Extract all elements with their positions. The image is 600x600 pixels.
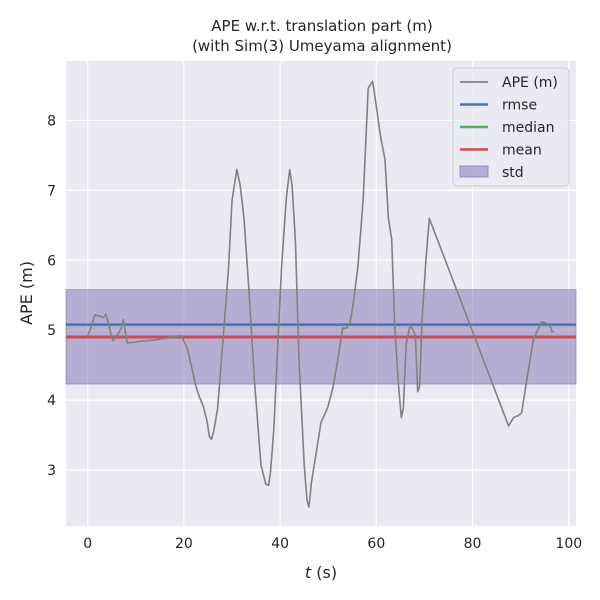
x-tick-label: 20 <box>175 536 193 552</box>
x-tick-labels: 0 20 40 60 80 100 <box>83 536 582 552</box>
y-tick-labels: 3 4 5 6 7 8 <box>47 113 56 479</box>
y-axis-label: APE (m) <box>17 261 36 325</box>
y-tick-label: 3 <box>47 463 56 479</box>
legend-label-rmse: rmse <box>502 98 537 114</box>
ape-series-line <box>86 80 555 508</box>
x-axis-label: t (s) <box>305 563 337 582</box>
chart-subtitle: (with Sim(3) Umeyama alignment) <box>192 37 452 55</box>
x-axis-variable: t <box>305 563 312 582</box>
y-tick-label: 4 <box>47 393 56 409</box>
y-tick-label: 7 <box>47 183 56 199</box>
x-tick-label: 100 <box>555 536 582 552</box>
legend-swatch-std <box>459 165 489 178</box>
legend-label-mean: mean <box>502 143 542 159</box>
legend: APE (m) rmse median mean std <box>452 67 570 187</box>
legend-label-ape: APE (m) <box>502 75 558 91</box>
x-tick-label: 80 <box>464 536 482 552</box>
x-tick-label: 0 <box>83 536 92 552</box>
x-axis-unit: (s) <box>311 563 337 582</box>
legend-label-median: median <box>502 120 554 136</box>
legend-label-std: std <box>502 165 524 181</box>
statistic-lines <box>66 323 576 339</box>
x-tick-label: 40 <box>271 536 289 552</box>
x-tick-label: 60 <box>367 536 385 552</box>
legend-frame <box>452 67 570 187</box>
chart-title: APE w.r.t. translation part (m) <box>211 17 432 35</box>
ape-series-layer <box>86 80 555 508</box>
y-tick-label: 6 <box>47 253 56 269</box>
y-tick-label: 5 <box>47 323 56 339</box>
y-tick-label: 8 <box>47 113 56 129</box>
